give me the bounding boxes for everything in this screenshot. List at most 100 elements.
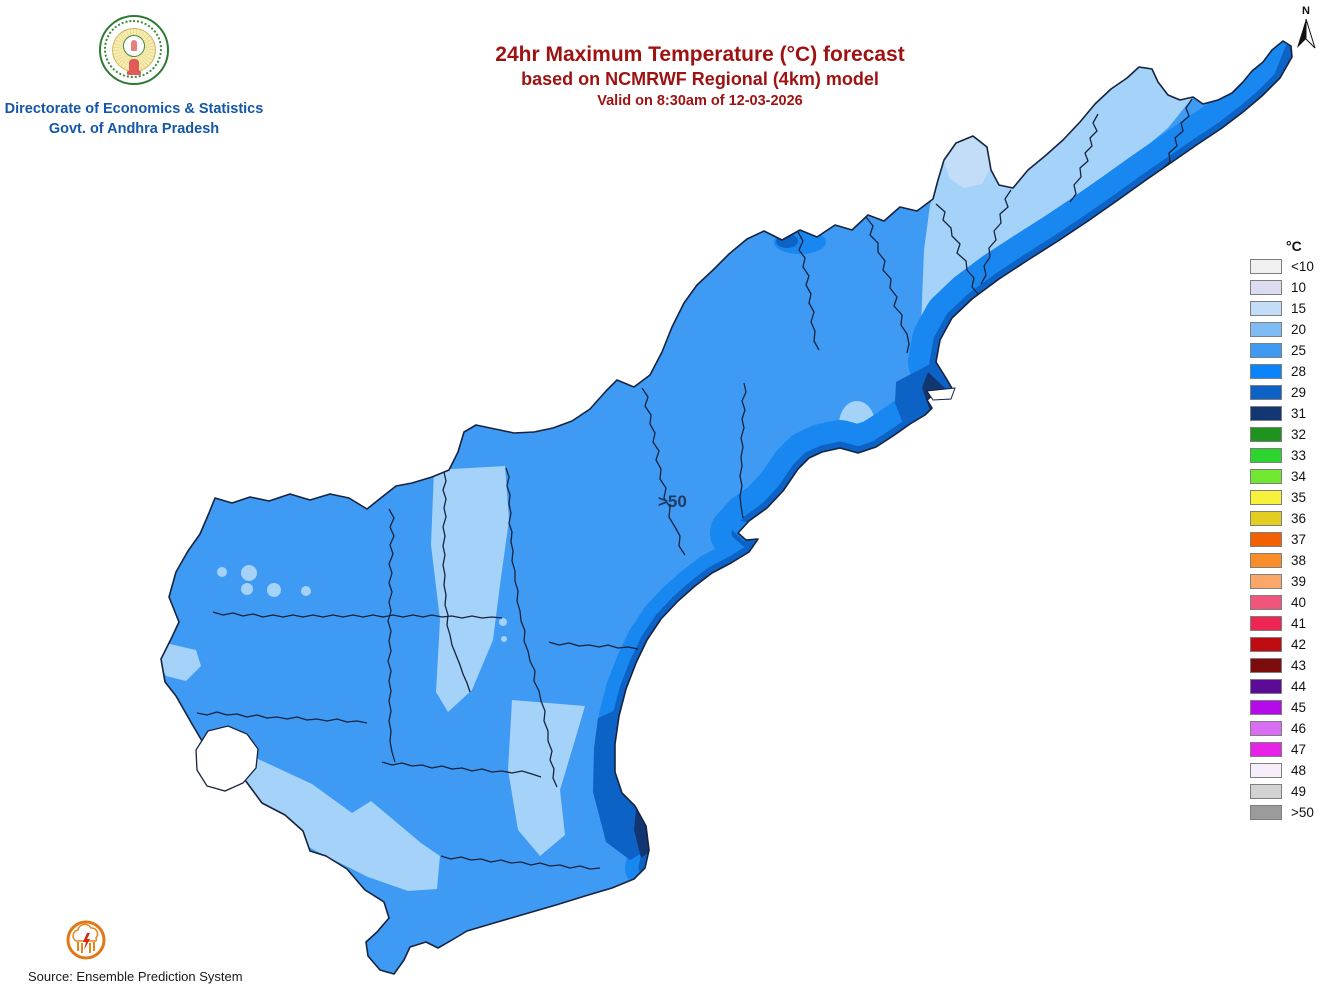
legend-swatch: [1250, 469, 1282, 484]
north-arrow-icon: [1297, 18, 1316, 49]
legend-row-47: 47: [1250, 742, 1314, 757]
legend-swatch: [1250, 721, 1282, 736]
legend-label: 41: [1291, 616, 1307, 631]
title-line3: Valid on 8:30am of 12-03-2026: [597, 93, 803, 109]
temp-zone-20-nellore-west: [508, 700, 585, 856]
title-line1: 24hr Maximum Temperature (°C) forecast: [495, 43, 905, 66]
legend-row-10: <10: [1250, 259, 1314, 274]
legend-row-46: 46: [1250, 721, 1314, 736]
legend-swatch: [1250, 301, 1282, 316]
legend-label: 33: [1291, 448, 1307, 463]
temp-spot-29-nw-arm: [776, 234, 798, 248]
legend-swatch: [1250, 742, 1282, 757]
temperature-legend: °C <10 10 15 20 25 28 29 31 32 33 34 35 36 37 38 39 40 41…: [1250, 238, 1314, 826]
legend-label: 20: [1291, 322, 1307, 337]
legend-row-44: 44: [1250, 679, 1314, 694]
legend-label: 42: [1291, 637, 1307, 652]
legend-label: 32: [1291, 427, 1307, 442]
legend-row-10: 10: [1250, 280, 1314, 295]
legend-row-38: 38: [1250, 553, 1314, 568]
legend-label: 38: [1291, 553, 1307, 568]
legend-label: 36: [1291, 511, 1307, 526]
temp-zone-15-paderu: [944, 137, 990, 188]
legend-swatch: [1250, 763, 1282, 778]
emblem-lion-capital-glyph: [129, 59, 139, 71]
legend-swatch: [1250, 679, 1282, 694]
emblem-base-glyph: [127, 71, 141, 75]
legend-row-28: 28: [1250, 364, 1314, 379]
legend-label: 39: [1291, 574, 1307, 589]
source-text: Source: Ensemble Prediction System: [28, 969, 243, 984]
legend-swatch: [1250, 616, 1282, 631]
legend-row-43: 43: [1250, 658, 1314, 673]
title-line2: based on NCMRWF Regional (4km) model: [521, 69, 879, 89]
legend-swatch: [1250, 553, 1282, 568]
legend-label: 35: [1291, 490, 1307, 505]
legend-row-37: 37: [1250, 532, 1314, 547]
legend-swatch: [1250, 784, 1282, 799]
org-name: Directorate of Economics & Statistics Go…: [0, 99, 268, 139]
legend-swatch: [1250, 805, 1282, 820]
legend-row-39: 39: [1250, 574, 1314, 589]
legend-items: <10 10 15 20 25 28 29 31 32 33 34 35 36 37 38 39 40 41 42 4…: [1250, 259, 1314, 820]
legend-label: 28: [1291, 364, 1307, 379]
legend-swatch: [1250, 490, 1282, 505]
north-indicator: N: [1292, 5, 1320, 56]
temp-zone-20-left-edge: [161, 642, 201, 681]
legend-swatch: [1250, 259, 1282, 274]
legend-swatch: [1250, 700, 1282, 715]
legend-label: 31: [1291, 406, 1307, 421]
ap-government-emblem-icon: [99, 15, 169, 85]
temp-zone-20-dots: [217, 565, 507, 642]
legend-label: 43: [1291, 658, 1307, 673]
legend-swatch: [1250, 280, 1282, 295]
legend-label: 49: [1291, 784, 1307, 799]
legend-row-48: 48: [1250, 763, 1314, 778]
legend-swatch: [1250, 406, 1282, 421]
legend-label: 15: [1291, 301, 1307, 316]
map-kakinada-inlet: [926, 387, 956, 401]
ncmrwf-logo-icon: [66, 920, 106, 960]
map-enclave-hole: [195, 725, 259, 792]
legend-label: >50: [1291, 805, 1314, 820]
temp-spot-31-ne-tip: [1234, 117, 1248, 127]
legend-swatch: [1250, 385, 1282, 400]
north-label: N: [1302, 5, 1310, 17]
legend-row-25: 25: [1250, 343, 1314, 358]
legend-swatch: [1250, 343, 1282, 358]
legend-row-45: 45: [1250, 700, 1314, 715]
temp-zone-20-ne-arm: [920, 67, 1193, 380]
legend-swatch: [1250, 574, 1282, 589]
legend-swatch: [1250, 532, 1282, 547]
district-boundaries: [196, 98, 1193, 870]
legend-swatch: [1250, 511, 1282, 526]
legend-row-34: 34: [1250, 469, 1314, 484]
page-title: 24hr Maximum Temperature (°C) forecast b…: [340, 42, 1060, 111]
legend-row-31: 31: [1250, 406, 1314, 421]
legend-swatch: [1250, 427, 1282, 442]
legend-label: 25: [1291, 343, 1307, 358]
legend-label: 48: [1291, 763, 1307, 778]
legend-label: 40: [1291, 595, 1307, 610]
legend-row-15: 15: [1250, 301, 1314, 316]
legend-row-40: 40: [1250, 595, 1314, 610]
legend-label: 10: [1291, 280, 1307, 295]
legend-swatch: [1250, 658, 1282, 673]
legend-row-35: 35: [1250, 490, 1314, 505]
legend-row-50: >50: [1250, 805, 1314, 820]
legend-label: 45: [1291, 700, 1307, 715]
legend-row-20: 20: [1250, 322, 1314, 337]
legend-unit: °C: [1286, 238, 1302, 254]
legend-label: 37: [1291, 532, 1307, 547]
legend-swatch: [1250, 448, 1282, 463]
legend-label: 44: [1291, 679, 1307, 694]
map-region-label: >50: [658, 492, 687, 511]
legend-row-42: 42: [1250, 637, 1314, 652]
legend-label: 46: [1291, 721, 1307, 736]
legend-swatch: [1250, 595, 1282, 610]
legend-row-36: 36: [1250, 511, 1314, 526]
legend-swatch: [1250, 322, 1282, 337]
legend-row-29: 29: [1250, 385, 1314, 400]
org-name-line1: Directorate of Economics & Statistics: [4, 101, 264, 117]
